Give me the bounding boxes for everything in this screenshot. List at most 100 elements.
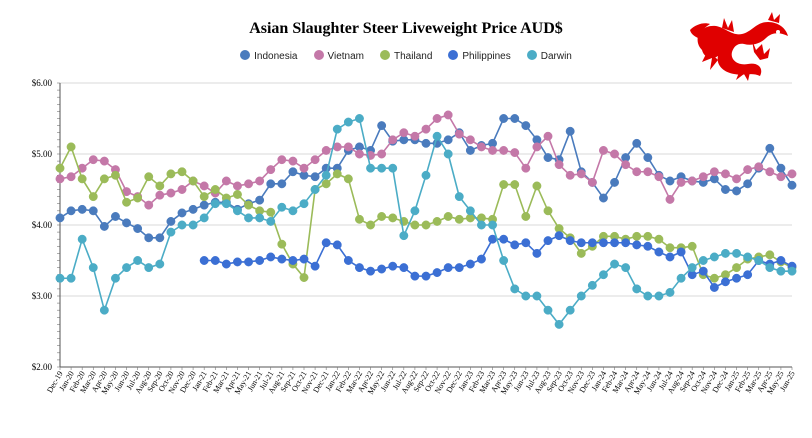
- data-point: [399, 263, 409, 273]
- data-point: [421, 220, 431, 230]
- data-point: [199, 181, 209, 191]
- y-tick-label: $2.00: [32, 362, 53, 372]
- data-point: [388, 163, 398, 173]
- data-point: [299, 163, 309, 173]
- data-point: [266, 252, 276, 262]
- data-point: [776, 266, 786, 276]
- legend-item[interactable]: Indonesia: [240, 50, 298, 62]
- data-point: [177, 220, 187, 230]
- data-point: [443, 110, 453, 120]
- data-point: [621, 160, 631, 170]
- data-point: [665, 288, 675, 297]
- data-point: [477, 220, 486, 230]
- data-point: [543, 206, 553, 216]
- data-point: [310, 172, 320, 182]
- data-point: [355, 149, 364, 159]
- data-point: [488, 220, 497, 230]
- data-point: [55, 174, 65, 184]
- data-point: [277, 239, 287, 249]
- data-point: [521, 163, 531, 173]
- data-point: [166, 227, 176, 237]
- legend-item[interactable]: Thailand: [380, 50, 432, 62]
- data-point: [709, 252, 719, 262]
- data-point: [88, 263, 98, 273]
- data-point: [565, 236, 575, 246]
- chart-title: Asian Slaughter Steer Liveweight Price A…: [249, 20, 563, 37]
- data-point: [244, 200, 253, 210]
- data-point: [632, 284, 642, 294]
- series-darwin: [55, 114, 797, 329]
- data-point: [499, 146, 509, 155]
- data-point: [465, 146, 475, 155]
- data-point: [77, 234, 87, 244]
- data-point: [488, 146, 497, 155]
- data-point: [355, 263, 364, 273]
- legend-item[interactable]: Philippines: [448, 50, 511, 62]
- data-point: [188, 220, 198, 230]
- legend-label: Philippines: [462, 51, 511, 62]
- data-point: [88, 155, 98, 165]
- data-point: [532, 142, 542, 152]
- data-point: [88, 206, 98, 216]
- data-point: [266, 179, 276, 189]
- data-point: [321, 170, 331, 180]
- data-point: [521, 238, 531, 248]
- data-point: [277, 202, 287, 212]
- data-point: [99, 221, 109, 231]
- data-point: [432, 131, 442, 141]
- legend-label: Indonesia: [254, 51, 298, 62]
- data-point: [587, 177, 597, 187]
- data-point: [99, 156, 109, 166]
- data-point: [543, 153, 553, 163]
- data-point: [122, 197, 131, 207]
- series-vietnam: [55, 110, 797, 210]
- data-point: [709, 283, 719, 292]
- data-point: [687, 263, 697, 273]
- data-point: [610, 177, 619, 187]
- data-point: [288, 156, 298, 166]
- data-point: [765, 250, 775, 260]
- data-point: [66, 172, 76, 182]
- data-point: [787, 180, 797, 190]
- data-point: [732, 263, 741, 273]
- data-point: [632, 167, 642, 177]
- data-point: [521, 121, 531, 131]
- data-point: [244, 179, 253, 189]
- legend-label: Thailand: [394, 51, 433, 62]
- data-point: [410, 206, 420, 216]
- legend-item[interactable]: Darwin: [526, 50, 572, 62]
- data-point: [410, 271, 420, 281]
- data-point: [432, 268, 442, 278]
- data-point: [388, 213, 398, 223]
- data-point: [521, 291, 531, 301]
- data-point: [532, 181, 542, 191]
- data-point: [543, 305, 553, 315]
- data-point: [432, 114, 442, 123]
- legend-item[interactable]: Vietnam: [313, 50, 364, 62]
- data-point: [310, 185, 320, 194]
- legend-swatch: [240, 50, 251, 60]
- data-point: [787, 169, 797, 179]
- data-point: [377, 264, 387, 274]
- data-point: [188, 176, 198, 186]
- data-point: [665, 176, 675, 186]
- data-point: [332, 240, 342, 250]
- data-point: [599, 238, 608, 248]
- data-point: [454, 192, 464, 202]
- data-point: [465, 206, 475, 216]
- data-point: [510, 148, 520, 158]
- data-point: [743, 179, 753, 189]
- data-point: [255, 195, 265, 205]
- data-point: [599, 146, 608, 155]
- data-point: [66, 206, 76, 216]
- data-point: [377, 149, 387, 159]
- data-point: [665, 194, 675, 204]
- data-point: [288, 256, 298, 265]
- data-point: [166, 217, 176, 226]
- data-point: [310, 155, 320, 165]
- data-point: [765, 143, 775, 153]
- data-point: [410, 220, 420, 230]
- data-point: [565, 305, 575, 315]
- y-tick-label: $3.00: [32, 291, 53, 301]
- data-point: [388, 135, 398, 145]
